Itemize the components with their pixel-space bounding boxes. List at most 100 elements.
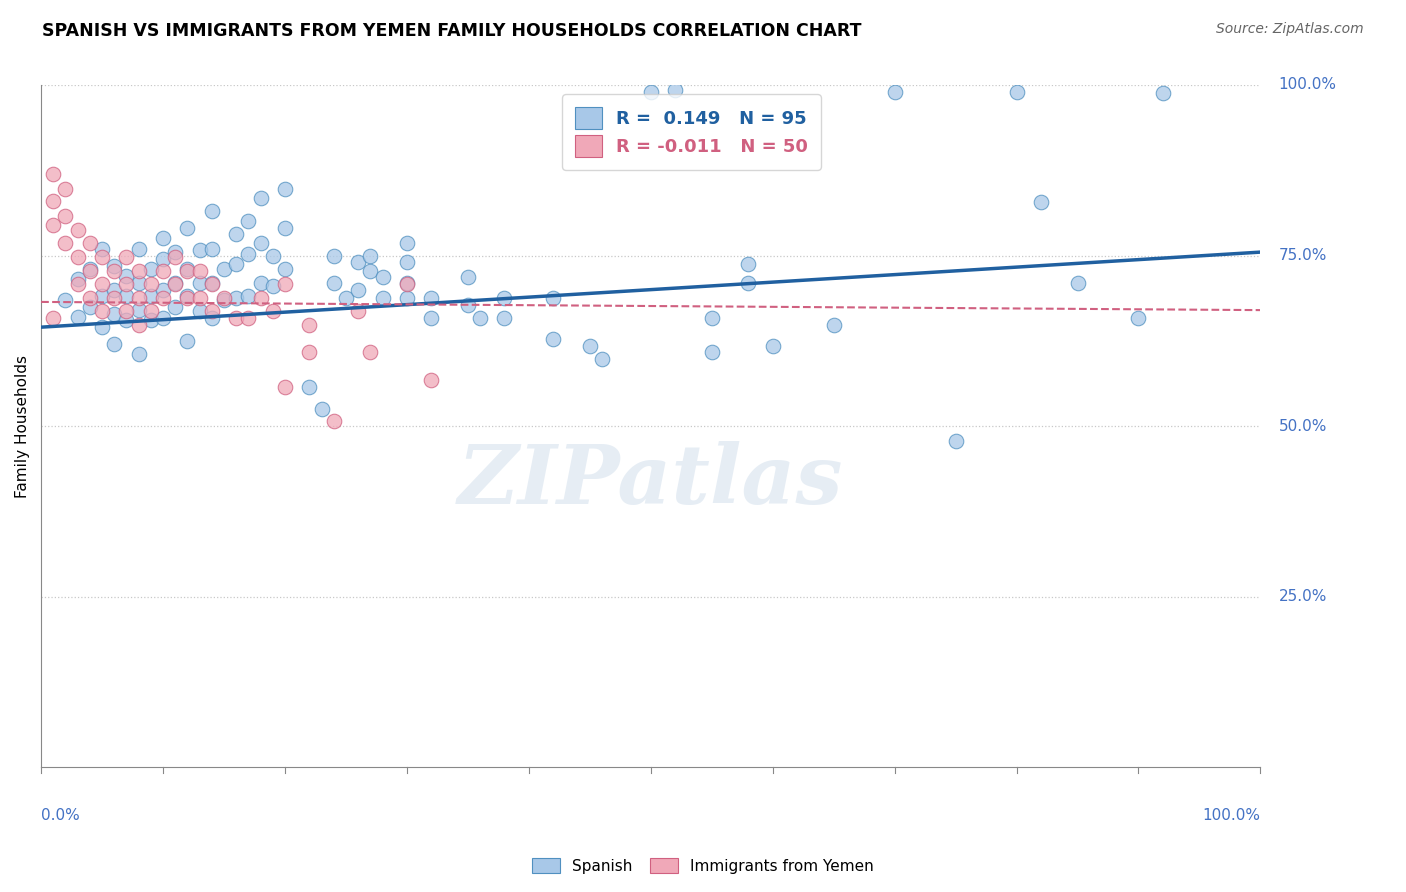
Point — [395, 277, 418, 292]
Point — [359, 345, 381, 359]
Point — [322, 414, 344, 428]
Point — [823, 318, 845, 332]
Point — [371, 270, 394, 285]
Point — [42, 194, 65, 208]
Point — [55, 181, 77, 195]
Point — [395, 276, 418, 290]
Point — [79, 262, 101, 277]
Point — [298, 345, 321, 359]
Point — [91, 250, 114, 264]
Point — [700, 345, 723, 359]
Point — [359, 248, 381, 262]
Text: 100.0%: 100.0% — [1278, 78, 1337, 93]
Point — [640, 85, 662, 99]
Point — [188, 304, 211, 318]
Point — [225, 227, 247, 241]
Point — [165, 300, 187, 314]
Point — [139, 289, 162, 303]
Point — [201, 311, 224, 326]
Point — [115, 250, 138, 264]
Point — [66, 222, 89, 236]
Point — [79, 291, 101, 305]
Text: SPANISH VS IMMIGRANTS FROM YEMEN FAMILY HOUSEHOLDS CORRELATION CHART: SPANISH VS IMMIGRANTS FROM YEMEN FAMILY … — [42, 22, 862, 40]
Point — [249, 236, 271, 251]
Point — [139, 313, 162, 327]
Legend: Spanish, Immigrants from Yemen: Spanish, Immigrants from Yemen — [526, 852, 880, 880]
Point — [152, 291, 174, 305]
Point — [91, 242, 114, 256]
Point — [201, 304, 224, 318]
Point — [42, 167, 65, 181]
Point — [128, 276, 150, 290]
Point — [103, 306, 125, 320]
Point — [883, 85, 905, 99]
Point — [347, 283, 370, 297]
Text: 100.0%: 100.0% — [1202, 808, 1260, 823]
Text: 0.0%: 0.0% — [41, 808, 80, 823]
Point — [225, 291, 247, 305]
Point — [371, 291, 394, 305]
Point — [91, 289, 114, 303]
Point — [457, 298, 479, 312]
Point — [591, 352, 613, 367]
Point — [1005, 85, 1028, 99]
Point — [152, 231, 174, 245]
Point — [298, 379, 321, 393]
Text: ZIPatlas: ZIPatlas — [458, 441, 844, 521]
Point — [165, 250, 187, 264]
Point — [103, 283, 125, 297]
Point — [494, 311, 516, 326]
Point — [212, 262, 235, 277]
Point — [128, 263, 150, 277]
Point — [249, 291, 271, 305]
Point — [700, 311, 723, 326]
Point — [176, 291, 198, 305]
Point — [737, 257, 759, 271]
Point — [42, 218, 65, 232]
Point — [468, 311, 491, 326]
Point — [201, 242, 224, 256]
Point — [249, 190, 271, 204]
Point — [128, 242, 150, 256]
Point — [274, 277, 297, 292]
Point — [152, 283, 174, 297]
Point — [347, 304, 370, 318]
Point — [457, 270, 479, 285]
Point — [737, 276, 759, 290]
Point — [152, 263, 174, 277]
Point — [128, 291, 150, 305]
Point — [201, 276, 224, 290]
Point — [165, 245, 187, 260]
Text: 25.0%: 25.0% — [1278, 590, 1327, 604]
Point — [176, 289, 198, 303]
Point — [55, 236, 77, 251]
Point — [139, 304, 162, 318]
Point — [238, 289, 260, 303]
Point — [945, 434, 967, 449]
Point — [322, 248, 344, 262]
Point — [578, 338, 600, 352]
Legend: R =  0.149   N = 95, R = -0.011   N = 50: R = 0.149 N = 95, R = -0.011 N = 50 — [562, 94, 821, 169]
Point — [66, 250, 89, 264]
Point — [311, 402, 333, 417]
Point — [79, 236, 101, 251]
Text: 50.0%: 50.0% — [1278, 418, 1327, 434]
Point — [128, 318, 150, 332]
Point — [152, 252, 174, 266]
Point — [494, 291, 516, 305]
Point — [201, 204, 224, 219]
Point — [395, 291, 418, 305]
Point — [274, 181, 297, 195]
Point — [212, 291, 235, 305]
Point — [274, 379, 297, 393]
Point — [420, 373, 443, 387]
Point — [176, 334, 198, 348]
Point — [188, 291, 211, 305]
Point — [225, 311, 247, 326]
Point — [1066, 276, 1088, 290]
Point — [322, 276, 344, 290]
Point — [139, 262, 162, 277]
Point — [1152, 86, 1174, 100]
Point — [225, 257, 247, 271]
Text: Source: ZipAtlas.com: Source: ZipAtlas.com — [1216, 22, 1364, 37]
